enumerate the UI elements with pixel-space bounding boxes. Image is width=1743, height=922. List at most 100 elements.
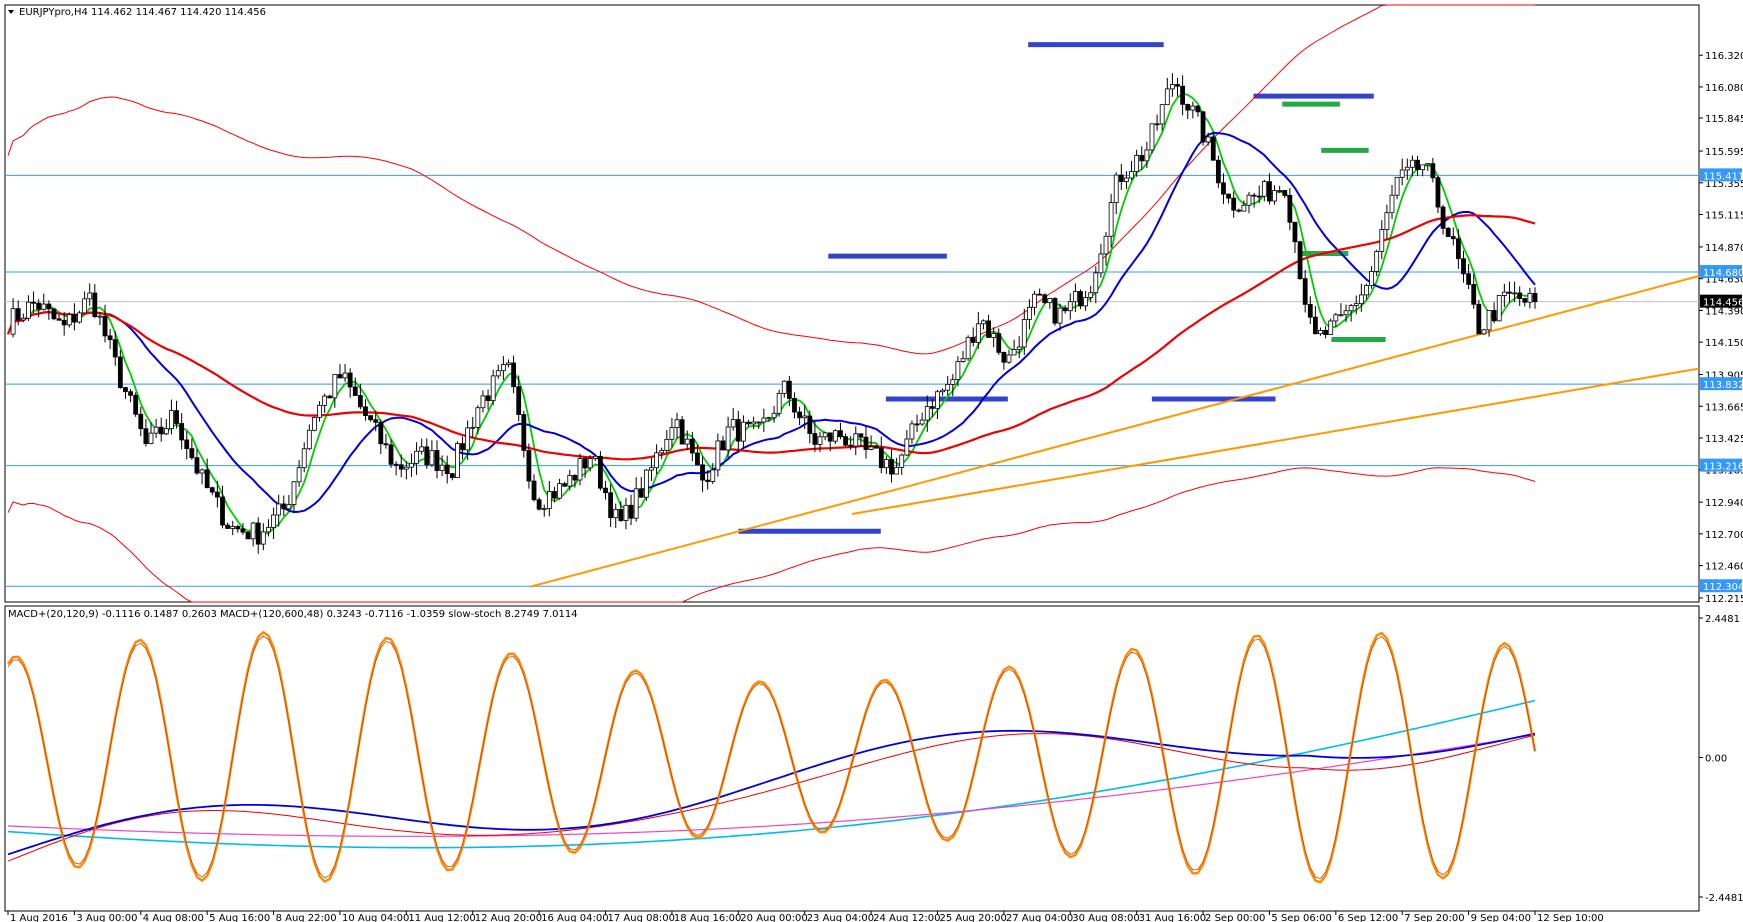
bull-candle [322, 395, 328, 406]
bull-candle [1272, 190, 1277, 202]
macd-short-line [7, 729, 1536, 856]
bull-candle [301, 448, 307, 469]
bear-candle [1195, 105, 1201, 113]
bear-candle [194, 457, 200, 474]
bear-candle [1154, 123, 1160, 126]
bear-candle [1461, 258, 1466, 275]
time-axis: 1 Aug 2016 3 Aug 00:00 4 Aug 08:00 5 Aug 16… [7, 911, 1604, 922]
time-tick-label: 8 Aug 22:00 [276, 913, 337, 922]
bear-candle [863, 436, 869, 450]
time-tick-label: 5 Aug 16:00 [209, 913, 270, 922]
time-tick-label: 1 Aug 2016 [10, 913, 68, 922]
bull-candle [1486, 310, 1492, 331]
bear-candle [138, 413, 144, 430]
bear-candle [434, 450, 440, 471]
bull-candle [669, 427, 675, 440]
bear-candle [1507, 291, 1512, 294]
current-price-tag [1700, 294, 1742, 308]
bear-candle [158, 426, 164, 435]
bear-candle [102, 315, 108, 337]
price-pane[interactable] [4, 4, 1700, 603]
bull-candle [1404, 166, 1410, 171]
bear-candle [1251, 194, 1257, 197]
bull-candle [894, 467, 900, 475]
bull-candle [439, 464, 445, 471]
bear-candle [1118, 174, 1124, 182]
bear-candle [516, 386, 522, 415]
bull-candle [455, 443, 460, 478]
bear-candle [398, 464, 404, 470]
bull-candle [965, 336, 971, 360]
current-price-tag-label: 114.456 [1703, 298, 1743, 309]
bull-candle [296, 467, 302, 483]
indicator-pane[interactable] [4, 605, 1700, 912]
bull-candle [649, 467, 654, 471]
bear-candle [204, 469, 210, 489]
bull-candle [868, 446, 874, 450]
indicator-lines [7, 631, 1537, 884]
bull-candle [832, 430, 838, 442]
bull-candle [1399, 169, 1405, 178]
bull-candle [153, 426, 159, 434]
bull-candle [1088, 292, 1094, 298]
bull-candle [465, 427, 471, 451]
bear-candle [424, 446, 430, 466]
bear-candle [357, 395, 363, 408]
bull-candle [470, 426, 476, 429]
bear-candle [598, 455, 603, 489]
time-tick-label: 12 Sep 10:00 [1537, 913, 1604, 922]
bull-candle [230, 526, 236, 529]
bull-candle [1241, 204, 1247, 212]
bear-candle [1282, 190, 1288, 196]
bear-candle [746, 421, 751, 425]
bull-candle [1364, 285, 1369, 296]
envelope-bands [7, 4, 1536, 603]
bull-candle [1093, 272, 1099, 294]
bear-candle [705, 479, 711, 482]
time-tick-label: 3 Aug 00:00 [76, 913, 137, 922]
bull-candle [654, 452, 659, 469]
bull-candle [1389, 194, 1395, 214]
price-tick-label: 115.845 [1705, 114, 1743, 125]
macd-long-signal-line [7, 734, 1536, 837]
bear-candle [1287, 195, 1293, 223]
bear-candle [679, 419, 685, 445]
bear-candle [1302, 278, 1308, 305]
bull-candle [940, 389, 945, 393]
bull-candle [1144, 149, 1150, 162]
time-tick-label: 17 Aug 08:00 [608, 913, 675, 922]
bear-candle [756, 421, 762, 424]
bear-candle [112, 339, 118, 358]
bull-candle [163, 428, 169, 435]
time-tick-label: 10 Aug 04:00 [342, 913, 409, 922]
bear-candle [827, 432, 833, 442]
bull-candle [546, 491, 552, 509]
ma-mid-line [7, 131, 1536, 513]
bull-candle [475, 407, 481, 428]
bull-candle [1190, 105, 1196, 111]
bear-candle [485, 395, 491, 402]
bull-candle [1016, 346, 1022, 350]
level-price-tag [1700, 265, 1742, 279]
price-tick-label: 113.425 [1705, 434, 1743, 445]
bear-candle [1440, 206, 1446, 229]
bear-candle [51, 308, 57, 320]
bull-candle [643, 469, 649, 498]
bull-candle [1006, 354, 1012, 363]
bull-candle [250, 522, 256, 540]
bull-candle [771, 412, 777, 419]
bull-candle [924, 406, 930, 421]
bull-candle [802, 415, 808, 419]
time-tick-label: 5 Sep 06:00 [1271, 913, 1331, 922]
bull-candle [480, 395, 486, 409]
bear-candle [107, 335, 113, 341]
bull-candle [577, 458, 583, 481]
bull-candle [741, 421, 746, 442]
bear-candle [15, 308, 21, 321]
bear-candle [848, 444, 854, 447]
bull-candle [495, 370, 501, 377]
chart-collapse-icon[interactable] [8, 10, 14, 14]
trendlines [529, 275, 1700, 588]
bear-candle [1001, 351, 1007, 363]
